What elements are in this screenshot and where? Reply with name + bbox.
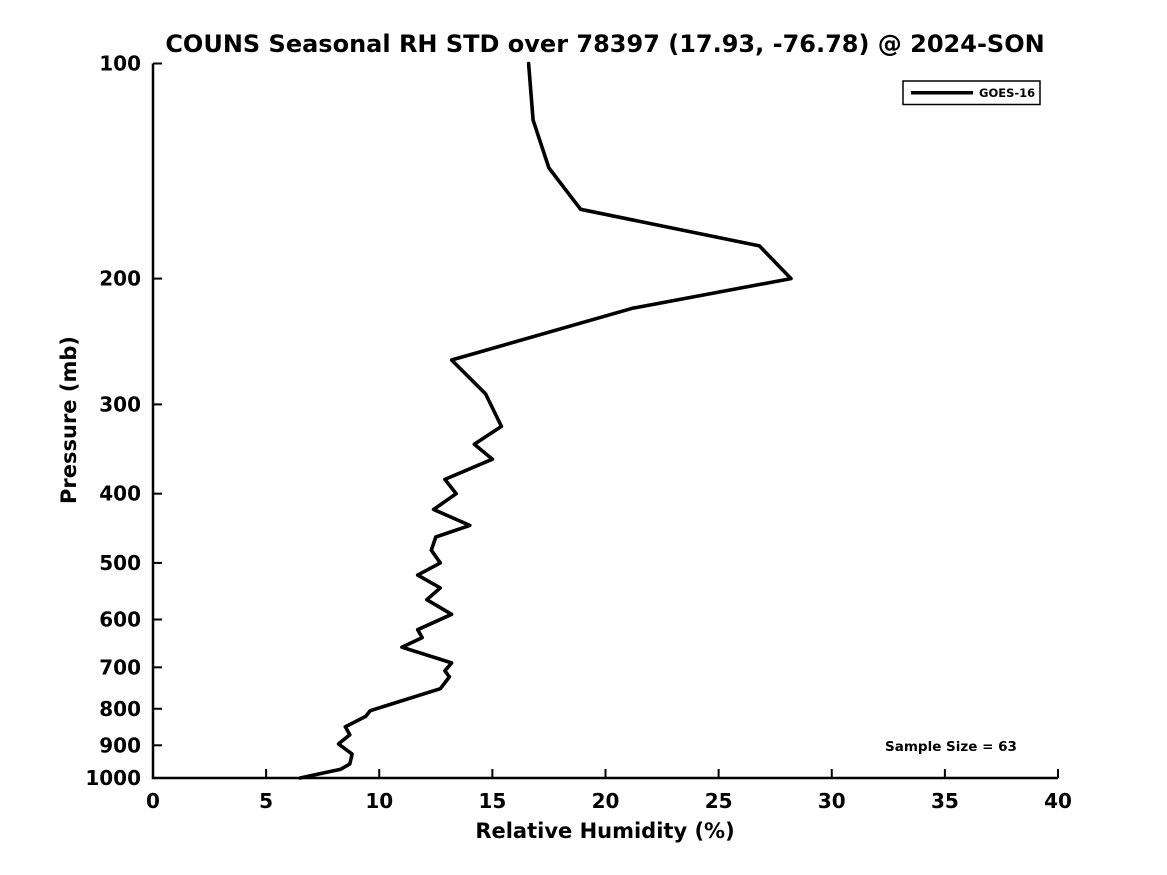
y-tick-label: 100: [99, 52, 141, 76]
y-tick-label: 700: [99, 655, 141, 679]
y-tick-label: 400: [99, 482, 141, 506]
x-tick-label: 20: [592, 789, 620, 813]
y-tick-label: 800: [99, 697, 141, 721]
x-tick-label: 35: [931, 789, 959, 813]
x-tick-label: 25: [705, 789, 733, 813]
data-series-line: [298, 61, 793, 780]
axes-and-data: 0 5 10 15 20 25 30 35 40 100 200 300 400 500 600 700 800…: [85, 52, 1072, 814]
sample-size-annotation: Sample Size = 63: [885, 739, 1017, 755]
legend: GOES-16: [902, 80, 1041, 106]
x-tick-label: 5: [259, 789, 273, 813]
chart-title: COUNS Seasonal RH STD over 78397 (17.93,…: [165, 30, 1044, 58]
y-tick-label: 500: [99, 551, 141, 575]
x-tick-label: 30: [818, 789, 846, 813]
y-tick-label: 300: [99, 392, 141, 416]
legend-label: GOES-16: [979, 86, 1035, 100]
x-tick-label: 0: [146, 789, 160, 813]
x-axis-label: Relative Humidity (%): [475, 819, 734, 843]
y-tick-label: 900: [99, 733, 141, 757]
y-tick-label: 200: [99, 267, 141, 291]
x-tick-label: 15: [478, 789, 506, 813]
y-axis-label: Pressure (mb): [57, 336, 81, 504]
y-tick-label: 1000: [85, 766, 141, 790]
x-tick-label: 40: [1044, 789, 1072, 813]
y-tick-label: 600: [99, 607, 141, 631]
x-tick-label: 10: [365, 789, 393, 813]
